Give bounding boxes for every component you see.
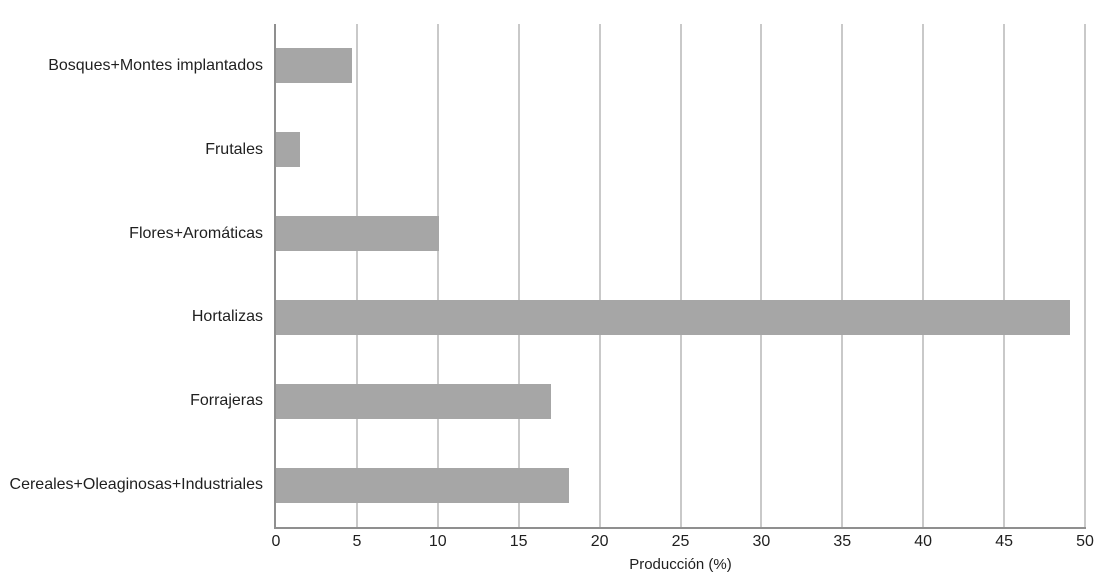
gridline [517,24,520,527]
gridline [1084,24,1086,527]
category-label: Forrajeras [190,392,263,410]
bar [276,132,301,168]
gridline [598,24,601,527]
x-tick-label: 10 [428,533,447,550]
x-tick-label: 5 [352,533,362,550]
x-tick-label: 30 [752,533,771,550]
category-label: Hortalizas [191,308,263,326]
x-tick-label: 0 [271,533,281,550]
gridline [436,24,439,527]
x-tick-label: 20 [590,533,609,550]
x-tick-label: 50 [1076,533,1094,550]
category-label: Frutales [205,140,263,158]
category-label: Cereales+Oleaginosas+Industriales [9,476,263,494]
x-tick-label: 25 [671,533,690,550]
x-tick-label: 40 [914,533,933,550]
plot-area [276,24,1086,527]
gridline [841,24,844,527]
x-axis-line [274,527,1086,529]
x-tick-label: 15 [509,533,528,550]
bar [276,48,353,84]
gridline [679,24,682,527]
x-tick-label: 35 [833,533,852,550]
bar [276,383,552,419]
gridline [1003,24,1006,527]
bar [276,299,1071,335]
gridline [922,24,925,527]
gridline [355,24,358,527]
bar [276,467,569,503]
y-axis-line [274,24,276,529]
x-tick-label: 45 [995,533,1013,550]
x-axis-title: Producción (%) [629,556,732,573]
gridline [760,24,763,527]
bar [276,216,440,252]
category-label: Flores+Aromáticas [129,224,263,242]
category-label: Bosques+Montes implantados [48,56,263,74]
